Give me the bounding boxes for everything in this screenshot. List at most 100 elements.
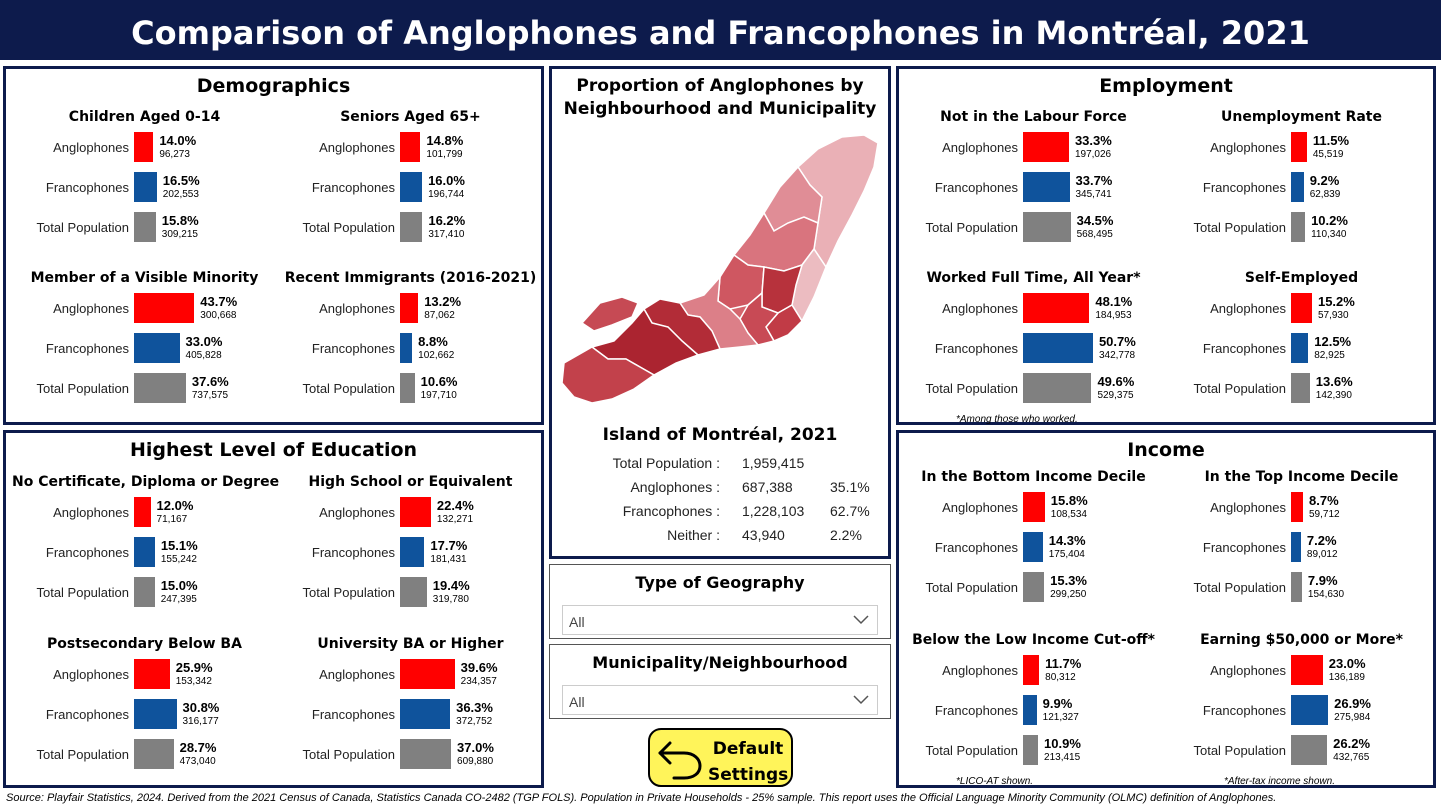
count-label: 529,375 [1097, 390, 1134, 401]
bar-row-anglophones: Anglophones 11.7% 80,312 [901, 655, 1166, 687]
bar-francophones[interactable] [134, 699, 177, 729]
bar-anglophones[interactable] [1291, 492, 1303, 522]
chart-earning-50k: Earning $50,000 or More* Anglophones 23.0%… [1169, 632, 1434, 787]
bar-row-total-population: Total Population 16.2% 317,410 [278, 212, 543, 244]
default-settings-label: Default Settings [708, 739, 789, 785]
category-label: Francophones [45, 707, 129, 722]
bar-total-population[interactable] [400, 373, 415, 403]
bar-total-population[interactable] [400, 577, 427, 607]
chevron-down-icon [853, 695, 869, 705]
bar-row-francophones: Francophones 30.8% 316,177 [12, 699, 277, 731]
bar-total-population[interactable] [1023, 572, 1045, 602]
value-label: 10.6% [420, 374, 458, 389]
value-label: 22.4% [436, 498, 474, 513]
montreal-map[interactable] [552, 127, 888, 417]
bar-anglophones[interactable] [134, 497, 151, 527]
bar-row-francophones: Francophones 7.2% 89,012 [1169, 532, 1434, 564]
bar-row-total-population: Total Population 15.0% 247,395 [12, 577, 277, 609]
bar-anglophones[interactable] [134, 293, 195, 323]
bar-anglophones[interactable] [134, 132, 154, 162]
bar-row-anglophones: Anglophones 39.6% 234,357 [278, 659, 543, 691]
bar-total-population[interactable] [400, 739, 452, 769]
bar-francophones[interactable] [134, 537, 155, 567]
category-label: Anglophones [319, 301, 395, 316]
bar-francophones[interactable] [1291, 172, 1304, 202]
bar-anglophones[interactable] [1023, 293, 1090, 323]
bar-francophones[interactable] [400, 537, 425, 567]
count-label: 300,668 [200, 310, 237, 321]
bar-row-total-population: Total Population 15.3% 299,250 [901, 572, 1166, 604]
count-label: 102,662 [418, 350, 455, 361]
value-label: 37.0% [457, 740, 494, 755]
chart-university: University BA or Higher Anglophones 39.6% 2… [278, 636, 543, 786]
bar-anglophones[interactable] [134, 659, 170, 689]
value-label: 9.2% [1309, 173, 1340, 188]
value-label: 15.1% [160, 538, 198, 553]
stat-percent: 35.1% [830, 479, 870, 495]
municipality-slicer: Municipality/Neighbourhood All [549, 644, 891, 719]
bar-row-anglophones: Anglophones 11.5% 45,519 [1169, 132, 1434, 164]
bar-francophones[interactable] [134, 333, 180, 363]
bar-anglophones[interactable] [400, 293, 419, 323]
map-title: Proportion of Anglophones by Neighbourho… [563, 76, 877, 119]
bar-anglophones[interactable] [1023, 492, 1045, 522]
category-label: Total Population [36, 747, 129, 762]
value-label: 48.1% [1095, 294, 1133, 309]
chart-children: Children Aged 0-14 Anglophones 14.0% 96,273… [12, 109, 277, 259]
chart-title: University BA or Higher [317, 636, 504, 652]
bar-anglophones[interactable] [1291, 132, 1307, 162]
chart-footnote: *After-tax income shown. [1224, 776, 1335, 787]
value-label: 15.3% [1050, 573, 1087, 588]
bar-francophones[interactable] [400, 172, 423, 202]
bar-total-population[interactable] [1023, 373, 1092, 403]
bar-total-population[interactable] [134, 212, 156, 242]
bar-total-population[interactable] [1291, 373, 1310, 403]
bar-row-total-population: Total Population 49.6% 529,375 [901, 373, 1166, 405]
category-label: Francophones [45, 545, 129, 560]
geography-dropdown[interactable]: All [562, 605, 878, 635]
bar-anglophones[interactable] [400, 132, 421, 162]
bar-francophones[interactable] [134, 172, 157, 202]
count-label: 57,930 [1317, 310, 1349, 321]
bar-anglophones[interactable] [1291, 655, 1323, 685]
bar-anglophones[interactable] [1023, 655, 1040, 685]
bar-total-population[interactable] [134, 739, 174, 769]
bar-row-francophones: Francophones 12.5% 82,925 [1169, 333, 1434, 365]
category-label: Francophones [934, 703, 1018, 718]
value-label: 33.3% [1074, 133, 1112, 148]
chart-footnote: *Among those who worked. [956, 414, 1078, 425]
bar-francophones[interactable] [400, 333, 413, 363]
bar-total-population[interactable] [1291, 212, 1306, 242]
bar-row-total-population: Total Population 10.2% 110,340 [1169, 212, 1434, 244]
bar-total-population[interactable] [1023, 212, 1071, 242]
bar-francophones[interactable] [1291, 333, 1309, 363]
bar-total-population[interactable] [134, 577, 155, 607]
bar-anglophones[interactable] [400, 659, 455, 689]
bar-anglophones[interactable] [1023, 132, 1069, 162]
bar-row-total-population: Total Population 26.2% 432,765 [1169, 735, 1434, 767]
bar-row-total-population: Total Population 10.9% 213,415 [901, 735, 1166, 767]
stat-value: 1,228,103 [742, 503, 805, 519]
default-settings-button[interactable]: Default Settings [648, 728, 793, 787]
bar-total-population[interactable] [1291, 572, 1302, 602]
bar-francophones[interactable] [1023, 333, 1093, 363]
bar-francophones[interactable] [1291, 695, 1329, 725]
bar-row-francophones: Francophones 33.0% 405,828 [12, 333, 277, 365]
category-label: Francophones [311, 180, 395, 195]
bar-francophones[interactable] [400, 699, 451, 729]
municipality-dropdown-value: All [569, 694, 585, 710]
bar-total-population[interactable] [134, 373, 186, 403]
bar-francophones[interactable] [1023, 532, 1043, 562]
bar-anglophones[interactable] [400, 497, 431, 527]
bar-francophones[interactable] [1291, 532, 1301, 562]
bar-francophones[interactable] [1023, 695, 1037, 725]
bar-total-population[interactable] [1023, 735, 1039, 765]
value-label: 23.0% [1328, 656, 1366, 671]
bar-anglophones[interactable] [1291, 293, 1312, 323]
bar-total-population[interactable] [1291, 735, 1328, 765]
count-label: 197,026 [1074, 149, 1112, 160]
bar-francophones[interactable] [1023, 172, 1070, 202]
value-label: 15.8% [1050, 493, 1088, 508]
municipality-dropdown[interactable]: All [562, 685, 878, 715]
bar-total-population[interactable] [400, 212, 423, 242]
